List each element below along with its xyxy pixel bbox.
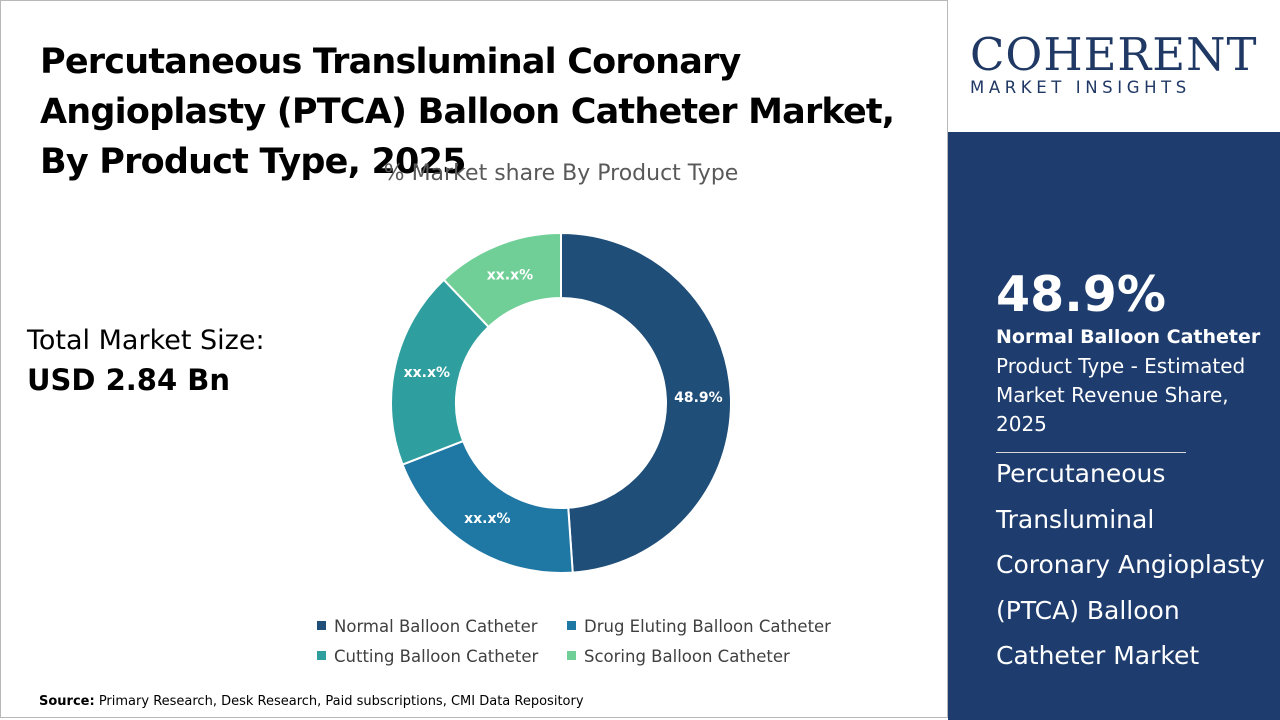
legend-item-normal: Normal Balloon Catheter (317, 617, 538, 636)
highlight-segment-name: Normal Balloon Catheter (996, 326, 1261, 348)
legend-label: Cutting Balloon Catheter (334, 647, 539, 666)
legend-swatch (317, 621, 326, 630)
highlight-box: 48.9% Normal Balloon Catheter Product Ty… (948, 132, 1280, 720)
legend-swatch (317, 651, 326, 660)
slice-label-cutting-balloon-catheter: xx.x% (404, 365, 450, 381)
highlight-value: 48.9% (996, 266, 1166, 323)
slice-scoring-balloon-catheter (442, 231, 562, 329)
highlight-market-name: Percutaneous Transluminal Coronary Angio… (996, 459, 1265, 670)
logo: COHERENT MARKET INSIGHTS (948, 0, 1280, 132)
slice-drug-eluting-balloon-catheter (401, 439, 574, 574)
market-size-value: USD 2.84 Bn (27, 363, 230, 397)
market-size-label: Total Market Size: (27, 325, 265, 356)
slice-normal-balloon-catheter (560, 231, 732, 574)
slice-label-scoring-balloon-catheter: xx.x% (487, 267, 533, 283)
page-title: Percutaneous Transluminal Coronary Angio… (40, 42, 895, 182)
legend-item-drug-eluting: Drug Eluting Balloon Catheter (567, 617, 831, 636)
legend-swatch (567, 651, 576, 660)
source-note: Source: Primary Research, Desk Research,… (39, 694, 584, 709)
legend-label: Drug Eluting Balloon Catheter (584, 617, 831, 636)
chart-panel: Percutaneous Transluminal Coronary Angio… (0, 0, 948, 718)
logo-wordmark: COHERENT (970, 28, 1258, 81)
legend-label: Normal Balloon Catheter (334, 617, 538, 636)
source-text: Primary Research, Desk Research, Paid su… (94, 694, 584, 709)
source-label: Source: (39, 694, 95, 709)
legend-item-scoring: Scoring Balloon Catheter (567, 647, 790, 666)
slice-label-normal-balloon-catheter: 48.9% (674, 390, 723, 406)
chart-title: % Market share By Product Type (383, 161, 739, 186)
legend-label: Scoring Balloon Catheter (584, 647, 790, 666)
legend-swatch (567, 621, 576, 630)
highlight-panel: COHERENT MARKET INSIGHTS 48.9% Normal Ba… (948, 0, 1280, 720)
donut-chart: 48.9% xx.x% xx.x% xx.x% (390, 231, 732, 574)
logo-tagline: MARKET INSIGHTS (970, 78, 1191, 97)
legend-item-cutting: Cutting Balloon Catheter (317, 647, 538, 666)
highlight-description: Product Type - Estimated Market Revenue … (996, 354, 1246, 436)
divider (996, 452, 1186, 453)
slice-label-drug-eluting-balloon-catheter: xx.x% (464, 511, 510, 527)
